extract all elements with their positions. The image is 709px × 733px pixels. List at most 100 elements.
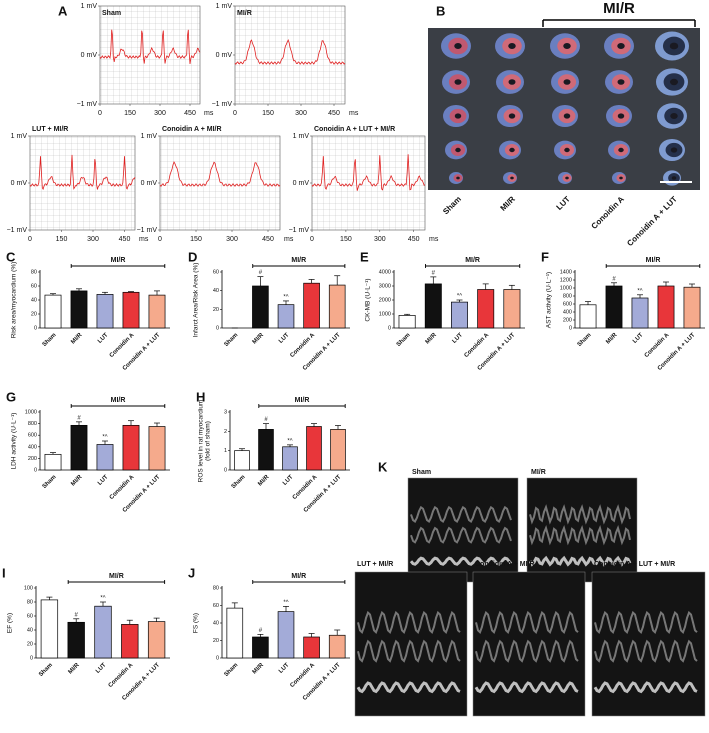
- y-tick-label: 0: [224, 467, 227, 473]
- x-tick-label: LUT: [282, 474, 295, 487]
- y-tick-label: 40: [31, 297, 37, 303]
- y-axis-label: FS (%): [193, 613, 200, 633]
- x-tick-label: 150: [340, 236, 352, 243]
- echo-wave: [475, 639, 579, 663]
- x-tick-label: 450: [408, 236, 420, 243]
- x-tick-label: 150: [262, 110, 274, 117]
- y-tick-label: 4000: [379, 269, 391, 275]
- panel-letter: F: [541, 249, 549, 264]
- bar: [503, 289, 521, 329]
- x-tick-label: Conoidin A: [644, 332, 671, 359]
- echo-wave: [474, 681, 579, 694]
- x-tick-label: Sham: [42, 332, 58, 348]
- heart-label: LUT: [555, 194, 572, 211]
- y-axis-label: ROS level in rat myocardium: [198, 400, 205, 483]
- heart-lumen: [617, 113, 625, 119]
- ecg-trace: [159, 161, 281, 187]
- bar: [683, 286, 701, 329]
- echo-wave: [410, 505, 512, 523]
- echo-wave: [409, 556, 513, 566]
- heart-label: Conoidin A + LUT: [625, 194, 679, 248]
- heart-label: MI/R: [499, 194, 517, 212]
- echo-title: Conoidin A + MI/R: [475, 561, 535, 568]
- panel-letter: B: [436, 3, 445, 18]
- significance-mark: #: [432, 270, 436, 276]
- ecg-trace: [234, 38, 346, 65]
- heart-lumen: [454, 113, 462, 119]
- y-tick-label: 0: [34, 325, 37, 331]
- y-tick-label: 1000: [560, 285, 572, 291]
- echo-wave: [593, 681, 698, 694]
- x-tick-label: 150: [190, 236, 202, 243]
- y-tick-label: 100: [24, 585, 33, 591]
- bar: [605, 285, 623, 329]
- x-tick-label: Conoidin A: [289, 662, 316, 689]
- x-tick-label: 0: [310, 236, 314, 243]
- x-tick-label: 450: [262, 236, 274, 243]
- x-tick-label: 0: [158, 236, 162, 243]
- y-tick-label: −1 mV: [137, 227, 158, 234]
- heart-lumen: [508, 79, 516, 85]
- y-tick-label: 400: [28, 444, 37, 450]
- bar: [94, 605, 112, 659]
- x-tick-label: MI/R: [252, 662, 266, 676]
- significance-mark: #: [264, 417, 268, 423]
- y-tick-label: 200: [563, 317, 572, 323]
- y-tick-label: 0: [30, 655, 33, 661]
- bar: [122, 291, 140, 329]
- echo-wave: [357, 639, 461, 663]
- bar: [148, 294, 166, 329]
- significance-mark: *^: [100, 596, 105, 602]
- heart-lumen: [564, 147, 570, 153]
- bar: [40, 599, 59, 659]
- bar: [657, 285, 675, 329]
- bar: [277, 611, 295, 659]
- x-tick-label: Conoidin A: [464, 332, 491, 359]
- y-tick-label: 60: [213, 603, 219, 609]
- bar: [579, 304, 597, 329]
- y-tick-label: 1 mV: [293, 133, 310, 140]
- y-tick-label: 20: [213, 638, 219, 644]
- bar: [44, 294, 62, 329]
- bar: [277, 304, 295, 329]
- heart-lumen: [563, 113, 571, 119]
- ecg-box: [159, 135, 281, 231]
- bar: [328, 284, 346, 329]
- bar: [306, 426, 322, 471]
- y-tick-label: 60: [213, 269, 219, 275]
- heart-lumen: [619, 176, 623, 180]
- bar: [477, 289, 495, 329]
- bar: [70, 290, 88, 329]
- y-tick-label: 1400: [560, 269, 572, 275]
- x-tick-label: 150: [56, 236, 68, 243]
- echo-wave: [356, 681, 461, 694]
- y-tick-label: 1 mV: [216, 3, 233, 10]
- echo-title: MI/R: [531, 469, 546, 476]
- x-tick-label: MI/R: [605, 332, 619, 346]
- y-tick-label: 0 mV: [81, 52, 98, 59]
- x-tick-label: LUT: [452, 332, 465, 345]
- y-tick-label: 600: [563, 301, 572, 307]
- bar: [252, 285, 269, 329]
- y-tick-label: −1 mV: [289, 227, 310, 234]
- x-tick-label: MI/R: [70, 474, 84, 488]
- heart-lumen: [563, 43, 571, 49]
- bar: [258, 429, 274, 471]
- significance-mark: *^: [283, 295, 288, 301]
- x-tick-label: 300: [154, 110, 166, 117]
- bar: [303, 636, 320, 659]
- x-tick-label: Sham: [231, 474, 247, 490]
- heart-lumen: [617, 79, 625, 85]
- heart-lumen: [508, 113, 516, 119]
- x-tick-label: 0: [98, 110, 102, 117]
- y-tick-label: 0 mV: [141, 180, 158, 187]
- bar: [70, 424, 88, 471]
- x-tick-label: LUT: [632, 332, 645, 345]
- echo-wave: [594, 610, 698, 634]
- y-tick-label: 20: [27, 641, 33, 647]
- echo-wave: [594, 639, 698, 663]
- group-label: MI/R: [646, 257, 661, 264]
- x-tick-label: LUT: [97, 474, 110, 487]
- x-tick-label: Sham: [224, 662, 240, 678]
- bar: [252, 636, 269, 659]
